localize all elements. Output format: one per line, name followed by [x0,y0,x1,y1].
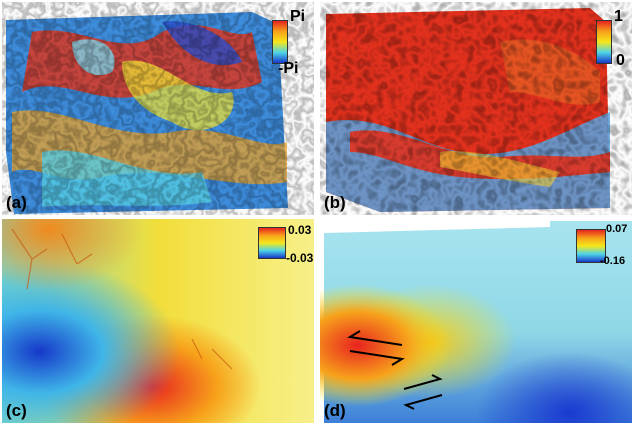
fault-arrows-left-lateral-icon [347,330,405,366]
panel-b-colorbar [596,20,612,64]
panel-b-label: (b) [324,193,346,212]
panel-a-colorbar-min: -Pi [278,60,299,77]
panel-d: 0.07 -0.16 (d) [320,219,632,423]
panel-c: 0.03 -0.03 (c) [2,219,314,423]
panel-a-colorbar-max: Pi [290,8,306,25]
panel-b-colorbar-max: 1 [614,8,623,25]
panel-a-colorbar [272,20,288,64]
fault-arrows-right-lateral-icon [403,374,443,410]
panel-d-colorbar [576,229,606,263]
panel-c-colorbar-max: 0.03 [288,223,312,237]
panel-a: Pi -Pi (a) [2,2,314,215]
panel-a-label: (a) [6,193,27,212]
panel-c-colorbar-min: -0.03 [286,251,314,265]
panel-d-label: (d) [324,401,346,420]
panel-b: 1 0 (b) [320,2,632,215]
panel-b-colorbar-min: 0 [616,52,625,69]
panel-a-phase-map [2,2,314,215]
panel-d-colorbar-max: 0.07 [606,223,628,235]
panel-d-colorbar-min: -0.16 [600,255,626,267]
panel-b-coherence-map [320,2,632,215]
panel-c-label: (c) [6,401,27,420]
panel-c-colorbar [258,227,286,259]
